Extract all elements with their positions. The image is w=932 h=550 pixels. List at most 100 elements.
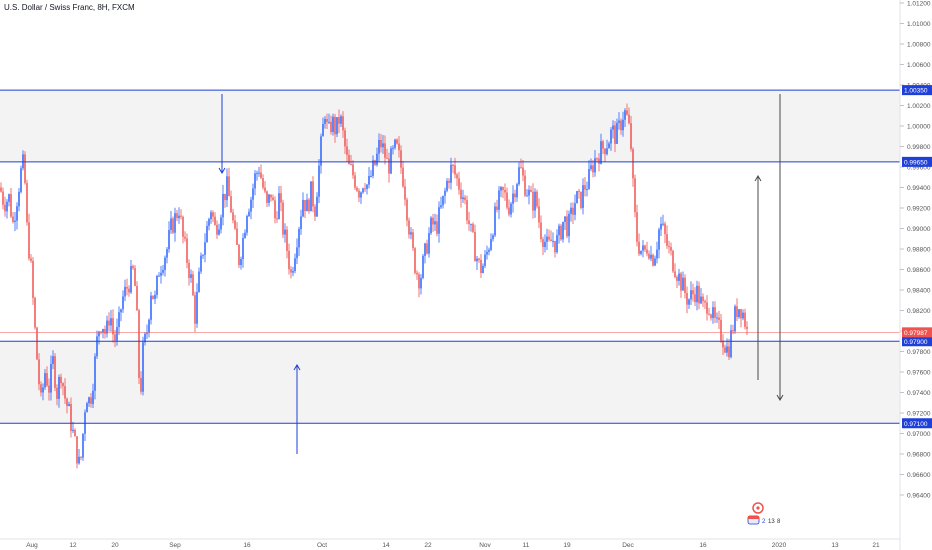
candle-body <box>618 120 620 123</box>
candle-body <box>382 143 384 148</box>
candle-body <box>322 123 324 137</box>
candle-body <box>744 312 746 327</box>
candle-body <box>42 387 44 393</box>
candle-body <box>16 206 18 221</box>
candle-body <box>198 271 200 292</box>
candle-body <box>158 275 160 277</box>
candle-body <box>548 236 550 240</box>
candle-body <box>480 259 482 273</box>
candle-body <box>2 191 4 205</box>
candle-body <box>674 271 676 278</box>
candle-body <box>692 290 694 295</box>
candle-body <box>0 187 2 192</box>
candle-body <box>688 299 690 305</box>
candle-body <box>402 167 404 187</box>
candle-body <box>320 136 322 166</box>
candle-body <box>452 164 454 166</box>
candle-body <box>360 192 362 198</box>
candle-body <box>180 215 182 217</box>
candle-body <box>150 295 152 320</box>
time-axis[interactable]: Aug 12 20 Sep 16 Oct 14 22 Nov 11 19 Dec 16 2020 13 21 <box>26 542 880 549</box>
candle-body <box>294 258 296 272</box>
candle-body <box>266 191 268 203</box>
current-price-badge <box>902 327 932 338</box>
candle-body <box>14 220 16 223</box>
candle-body <box>578 191 580 193</box>
candle-body <box>664 223 666 235</box>
candle-body <box>718 317 720 320</box>
time-tick-label: 2020 <box>772 542 787 549</box>
price-tick-label: 0.97600 <box>907 370 931 377</box>
price-tick-label: 1.01200 <box>907 1 931 8</box>
time-tick-label: 21 <box>872 542 880 549</box>
candle-body <box>596 158 598 160</box>
candle-body <box>62 383 64 387</box>
candle-body <box>472 223 474 232</box>
candle-body <box>318 165 320 197</box>
candle-body <box>562 221 564 240</box>
candle-body <box>70 404 72 432</box>
candle-body <box>72 429 74 432</box>
candle-body <box>352 164 354 176</box>
candle-body <box>694 294 696 303</box>
price-tick-label: 1.00800 <box>907 42 931 49</box>
candle-body <box>556 235 558 253</box>
candle-body <box>82 433 84 458</box>
candle-body <box>440 205 442 208</box>
candle-body <box>312 181 314 207</box>
candle-body <box>304 200 306 212</box>
candle-body <box>386 157 388 159</box>
candle-body <box>244 232 246 239</box>
candle-body <box>190 274 192 278</box>
candle-body <box>206 225 208 243</box>
events-marker-icon[interactable]: 2 13 8 <box>747 502 781 525</box>
candle-body <box>580 191 582 208</box>
candle-body <box>166 249 168 258</box>
candle-body <box>534 191 536 211</box>
candle-body <box>52 356 54 365</box>
time-tick-label: 16 <box>243 542 251 549</box>
candle-body <box>652 254 654 266</box>
candle-body <box>384 143 386 158</box>
time-tick-label: 14 <box>382 542 390 549</box>
candle-body <box>736 306 738 318</box>
candle-body <box>450 164 452 183</box>
candle-body <box>40 384 42 393</box>
candle-body <box>220 217 222 230</box>
candle-body <box>292 271 294 273</box>
time-tick-label: Nov <box>479 542 491 549</box>
candle-body <box>68 404 70 407</box>
candle-body <box>148 319 150 333</box>
candle-body <box>46 373 48 386</box>
candle-body <box>732 330 734 332</box>
candle-body <box>600 141 602 164</box>
candle-body <box>446 180 448 191</box>
candle-body <box>26 183 28 223</box>
candle-body <box>642 245 644 251</box>
candle-body <box>64 386 66 399</box>
candle-body <box>22 154 24 169</box>
candle-body <box>102 329 104 333</box>
candle-body <box>608 143 610 149</box>
candle-body <box>252 188 254 200</box>
candle-body <box>356 187 358 191</box>
candle-body <box>204 242 206 255</box>
candle-body <box>216 224 218 235</box>
candle-body <box>310 181 312 212</box>
candle-body <box>490 239 492 250</box>
price-tick-label: 1.01000 <box>907 21 931 28</box>
svg-text:2: 2 <box>762 519 766 525</box>
candle-body <box>6 201 8 212</box>
candle-body <box>282 202 284 235</box>
candle-body <box>340 116 342 124</box>
price-tick-label: 0.96600 <box>907 472 931 479</box>
candle-body <box>528 189 530 196</box>
candle-body <box>734 306 736 332</box>
candle-body <box>676 277 678 281</box>
candle-body <box>174 213 176 233</box>
candle-body <box>4 204 6 212</box>
candle-body <box>48 385 50 393</box>
candle-body <box>512 193 514 204</box>
candle-body <box>288 250 290 270</box>
